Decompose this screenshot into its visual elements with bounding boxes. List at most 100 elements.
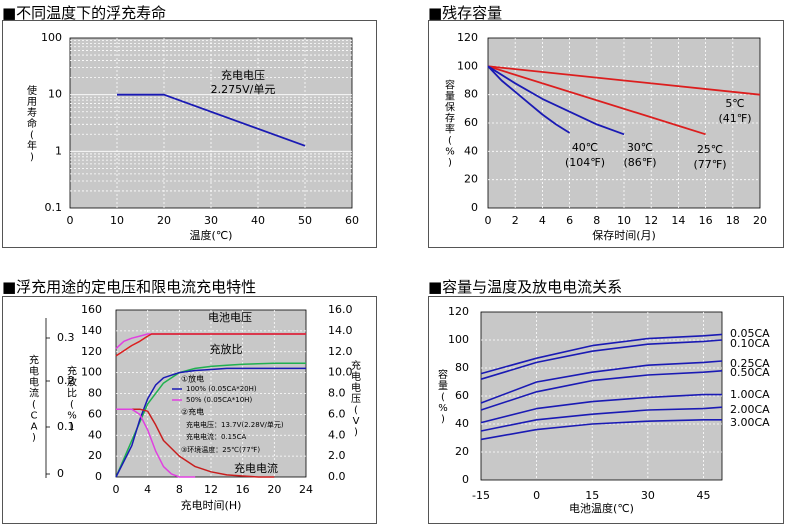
y-tick-label-outer: 0.3 [57, 331, 75, 344]
y-tick-label: 40 [455, 417, 469, 430]
annotation-charge-voltage-value: 2.275V/单元 [211, 83, 276, 96]
panel-title-capacity-temperature: ■容量与温度及放电电流关系 [428, 278, 623, 296]
x-tick-label: 16 [699, 214, 713, 227]
curve-temp-label-f: (41℉) [718, 112, 751, 125]
retention-curve [487, 65, 571, 134]
y-tick-label: 0 [462, 473, 469, 486]
series-label: 0.05CA [730, 327, 770, 340]
series-label: 1.00CA [730, 388, 770, 401]
curve-temp-label: 40℃ [572, 141, 598, 154]
curve-label-battery-voltage: 电池电压 [208, 311, 252, 324]
x-tick-label: 8 [593, 214, 600, 227]
retention-curve [487, 65, 625, 136]
y-tick-label: 80 [464, 88, 478, 101]
series-label: 0.10CA [730, 337, 770, 350]
y-tick-label: 120 [457, 31, 478, 44]
y-axis-label: 使用寿命(年) [27, 84, 37, 163]
y-tick-label: 120 [448, 305, 469, 318]
x-tick-label: 45 [696, 489, 710, 502]
y-tick-label-left: 80 [88, 387, 102, 400]
y-axis-label: 容量(%) [438, 368, 448, 425]
x-axis-label: 温度(℃) [190, 228, 233, 242]
charge-curve [115, 367, 306, 478]
y-axis-label: 容量保存率(%) [445, 79, 455, 169]
x-tick-label: 18 [726, 214, 740, 227]
charge-curve [116, 408, 196, 478]
x-tick-label: 20 [753, 214, 767, 227]
discharge-rate-curve [480, 333, 723, 375]
discharge-rate-curve [480, 370, 723, 411]
y-tick-label: 60 [455, 389, 469, 402]
y-tick-label-left: 0 [95, 470, 102, 483]
series-label: 0.50CA [730, 366, 770, 379]
x-tick-label: 60 [345, 214, 359, 227]
discharge-rate-curve [480, 360, 723, 404]
note-rate-50: 50% (0.05CA*10H) [186, 396, 252, 404]
y-tick-label: 60 [464, 116, 478, 129]
x-tick-label: 10 [110, 214, 124, 227]
y-tick-label: 20 [464, 173, 478, 186]
x-tick-label: 30 [641, 489, 655, 502]
y-tick-label: 20 [455, 445, 469, 458]
curve-temp-label-f: (104℉) [565, 156, 605, 169]
curve-temp-label-f: (77℉) [693, 158, 726, 171]
x-tick-label: 0 [533, 489, 540, 502]
curve-temp-label: 25℃ [697, 143, 723, 156]
x-tick-label: 14 [671, 214, 685, 227]
x-tick-label: 0 [113, 483, 120, 496]
note-rate-100: 100% (0.05CA*20H) [186, 385, 257, 393]
curve-temp-label: 30℃ [627, 141, 653, 154]
curve-temp-label-f: (86℉) [623, 156, 656, 169]
y-tick-label-outer: 0 [57, 467, 64, 480]
note-charge-voltage: 充电电压：13.7V(2.28V/单元) [186, 420, 284, 429]
panel-title-charge-characteristics: ■浮充用途的定电压和限电流充电特性 [2, 278, 257, 296]
curve-label-charge-ratio: 充放比 [210, 342, 243, 356]
discharge-rate-curve [480, 339, 723, 380]
y-tick-label-outer: 0.1 [57, 420, 75, 433]
panel-title-residual-capacity: ■残存容量 [428, 4, 503, 22]
charge-curve [115, 333, 306, 357]
y-tick-label-right: 16.0 [328, 303, 353, 316]
y-tick-label-left: 100 [81, 366, 102, 379]
x-tick-label: 0 [67, 214, 74, 227]
y-tick-label-right: 8.0 [328, 387, 346, 400]
x-axis-label: 充电时间(H) [181, 498, 242, 512]
retention-curve [487, 65, 706, 136]
x-tick-label: 15 [585, 489, 599, 502]
x-tick-label: 12 [204, 483, 218, 496]
x-tick-label: 16 [236, 483, 250, 496]
y-axis-label-outer: 充电电流(C A) [29, 354, 39, 444]
curve-label-charge-current: 充电电流 [234, 461, 278, 475]
x-tick-label: 4 [539, 214, 546, 227]
note-charge: ②充电 [181, 407, 204, 417]
y-tick-label-left: 120 [81, 345, 102, 358]
y-tick-label-left: 140 [81, 324, 102, 337]
y-axis-label-left: 充放比(%) [67, 365, 77, 433]
x-tick-label: 50 [298, 214, 312, 227]
series-label: 0.25CA [730, 357, 770, 370]
y-tick-label-right: 10.0 [328, 366, 353, 379]
curve-temp-label: 5℃ [725, 97, 744, 110]
y-tick-label-left: 40 [88, 428, 102, 441]
x-tick-label: 0 [485, 214, 492, 227]
x-tick-label: 20 [157, 214, 171, 227]
y-tick-label-right: 4.0 [328, 428, 346, 441]
y-tick-label-right: 14.0 [328, 324, 353, 337]
y-tick-label: 1 [55, 144, 62, 157]
x-tick-label: 6 [566, 214, 573, 227]
y-tick-label: 0.1 [45, 201, 63, 214]
charge-curve [115, 362, 306, 478]
y-axis-label-right: 充电电压(V) [351, 359, 361, 438]
x-tick-label: 40 [251, 214, 265, 227]
y-tick-label-left: 160 [81, 303, 102, 316]
charge-curve [116, 408, 275, 478]
x-tick-label: 2 [512, 214, 519, 227]
retention-curve [487, 65, 761, 96]
series-label: 3.00CA [730, 416, 770, 429]
y-tick-label-outer: 0.2 [57, 374, 75, 387]
x-tick-label: 10 [617, 214, 631, 227]
x-axis-label: 保存时间(月) [592, 228, 656, 242]
x-tick-label: 30 [204, 214, 218, 227]
y-tick-label: 80 [455, 361, 469, 374]
